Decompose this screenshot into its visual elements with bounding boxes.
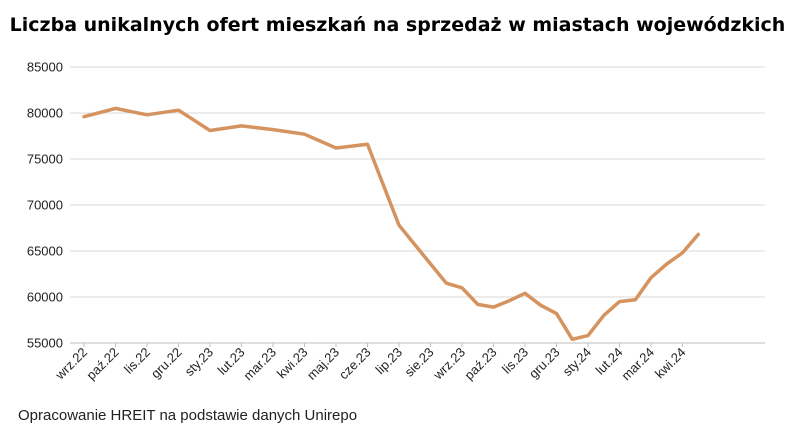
- y-tick-label: 60000: [27, 290, 63, 305]
- x-tick-label: sty.24: [560, 345, 594, 379]
- y-tick-label: 80000: [27, 106, 63, 121]
- y-tick-label: 85000: [27, 60, 63, 75]
- x-tick-label: cze.23: [336, 345, 374, 383]
- chart-title: Liczba unikalnych ofert mieszkań na sprz…: [9, 14, 786, 36]
- x-tick-label: lip.23: [373, 345, 406, 378]
- x-tick-label: kwi.23: [274, 345, 311, 382]
- x-tick-label: paź.22: [83, 345, 121, 383]
- x-tick-label: sie.23: [401, 345, 436, 380]
- x-tick-label: mar.24: [618, 345, 657, 384]
- x-tick-label: gru.22: [148, 345, 185, 382]
- x-tick-label: mar.23: [240, 345, 279, 384]
- y-tick-label: 75000: [27, 152, 63, 167]
- x-tick-label: maj.23: [304, 345, 342, 383]
- y-tick-label: 55000: [27, 336, 63, 351]
- x-tick-label: paź.23: [461, 345, 499, 383]
- y-tick-label: 70000: [27, 198, 63, 213]
- x-tick-label: wrz.23: [430, 345, 468, 383]
- x-tick-label: sty.23: [182, 345, 216, 379]
- x-tick-label: kwi.24: [652, 345, 689, 382]
- series-line: [82, 106, 701, 342]
- source-note: Opracowanie HREIT na podstawie danych Un…: [18, 407, 358, 424]
- x-tick-label: gru.23: [526, 345, 563, 382]
- y-tick-label: 65000: [27, 244, 63, 259]
